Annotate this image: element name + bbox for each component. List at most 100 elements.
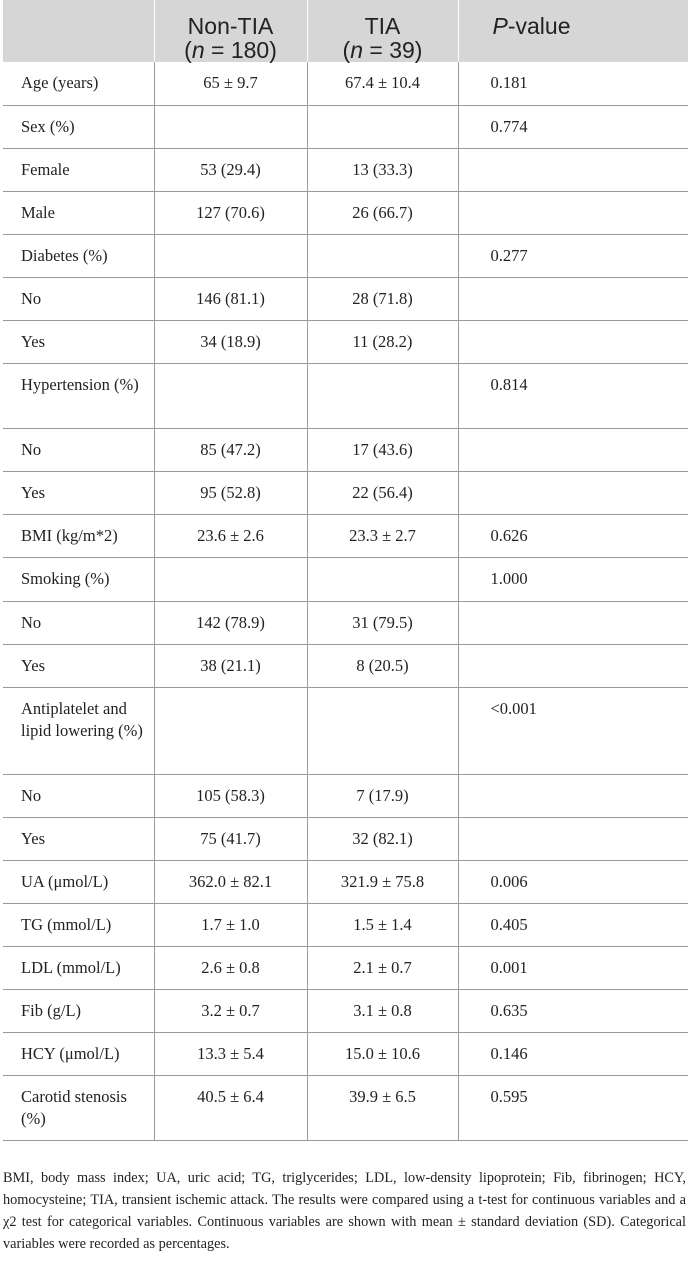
p-value: 0.001: [457, 946, 688, 991]
p-value: 0.146: [457, 1032, 688, 1077]
p-value: [457, 644, 688, 688]
non-tia-value: 38 (21.1): [153, 644, 307, 688]
row-label: Yes: [3, 320, 154, 365]
tia-value: 321.9 ± 75.8: [306, 860, 458, 905]
header-non-tia-n-var: n: [191, 37, 205, 63]
row-label: Fib (g/L): [3, 989, 154, 1034]
non-tia-value: 65 ± 9.7: [153, 62, 307, 106]
row-label: No: [3, 428, 154, 473]
table-row: Diabetes (%) 0.277: [3, 234, 688, 278]
tia-value: 15.0 ± 10.6: [306, 1032, 458, 1077]
non-tia-value: 53 (29.4): [153, 148, 307, 192]
row-label: No: [3, 277, 154, 322]
table-row: Antiplatelet and lipid lowering (%) <0.00…: [3, 687, 688, 775]
p-value: 0.405: [457, 903, 688, 948]
header-tia: TIA (n = 39): [306, 0, 458, 63]
row-label: TG (mmol/L): [3, 903, 154, 948]
non-tia-value: 105 (58.3): [153, 774, 307, 818]
p-value: [457, 817, 688, 861]
row-label: Hypertension (%): [3, 363, 154, 430]
tia-value: 26 (66.7): [306, 191, 458, 235]
row-label: HCY (μmol/L): [3, 1032, 154, 1077]
non-tia-value: 146 (81.1): [153, 277, 307, 322]
tia-value: 32 (82.1): [306, 817, 458, 861]
tia-value: 3.1 ± 0.8: [306, 989, 458, 1034]
p-value: [457, 428, 688, 473]
tia-value: 67.4 ± 10.4: [306, 62, 458, 106]
tia-value: 22 (56.4): [306, 471, 458, 516]
tia-value: [306, 687, 458, 775]
table-row: Male 127 (70.6) 26 (66.7): [3, 191, 688, 235]
non-tia-value: [153, 105, 307, 149]
p-value: 0.814: [457, 363, 688, 430]
table-row: Yes 34 (18.9) 11 (28.2): [3, 320, 688, 365]
non-tia-value: 142 (78.9): [153, 601, 307, 645]
non-tia-value: 85 (47.2): [153, 428, 307, 473]
header-blank-cell: [3, 0, 154, 62]
table-row: BMI (kg/m*2) 23.6 ± 2.6 23.3 ± 2.7 0.626: [3, 514, 688, 559]
row-label: Sex (%): [3, 105, 154, 149]
header-non-tia: Non-TIA (n = 180): [153, 0, 307, 63]
row-label: No: [3, 774, 154, 818]
row-label: Yes: [3, 817, 154, 861]
tia-value: 1.5 ± 1.4: [306, 903, 458, 948]
header-tia-title: TIA: [364, 13, 401, 39]
p-value: 0.595: [457, 1075, 688, 1142]
non-tia-value: 34 (18.9): [153, 320, 307, 365]
p-value: [457, 277, 688, 322]
header-p-var: P: [492, 13, 508, 39]
row-label: Yes: [3, 471, 154, 516]
table-row: LDL (mmol/L) 2.6 ± 0.8 2.1 ± 0.7 0.001: [3, 946, 688, 991]
header-row: Non-TIA (n = 180) TIA (n = 39) P-value: [3, 0, 688, 62]
table-row: Age (years) 65 ± 9.7 67.4 ± 10.4 0.181: [3, 62, 688, 106]
non-tia-value: 1.7 ± 1.0: [153, 903, 307, 948]
non-tia-value: 2.6 ± 0.8: [153, 946, 307, 991]
table-footnote: BMI, body mass index; UA, uric acid; TG,…: [3, 1170, 686, 1252]
tia-value: [306, 105, 458, 149]
tia-value: 23.3 ± 2.7: [306, 514, 458, 559]
row-label: No: [3, 601, 154, 645]
non-tia-value: 362.0 ± 82.1: [153, 860, 307, 905]
row-label: Diabetes (%): [3, 234, 154, 278]
p-value: [457, 148, 688, 192]
row-label: UA (μmol/L): [3, 860, 154, 905]
row-label: Yes: [3, 644, 154, 688]
tia-value: 11 (28.2): [306, 320, 458, 365]
table-row: HCY (μmol/L) 13.3 ± 5.4 15.0 ± 10.6 0.146: [3, 1032, 688, 1077]
table-row: UA (μmol/L) 362.0 ± 82.1 321.9 ± 75.8 0.006: [3, 860, 688, 905]
non-tia-value: [153, 363, 307, 430]
table-row: Carotid stenosis (%) 40.5 ± 6.4 39.9 ± 6.5…: [3, 1075, 688, 1142]
tia-value: [306, 363, 458, 430]
p-value: <0.001: [457, 687, 688, 775]
tia-value: [306, 234, 458, 278]
table-row: No 146 (81.1) 28 (71.8): [3, 277, 688, 322]
row-label: Antiplatelet and lipid lowering (%): [3, 687, 154, 775]
table-body: Age (years) 65 ± 9.7 67.4 ± 10.4 0.181 Sex (…: [3, 62, 688, 1142]
table-row: Yes 95 (52.8) 22 (56.4): [3, 471, 688, 516]
row-label: Carotid stenosis (%): [3, 1075, 154, 1142]
non-tia-value: [153, 557, 307, 602]
tia-value: 28 (71.8): [306, 277, 458, 322]
table-row: No 105 (58.3) 7 (17.9): [3, 774, 688, 818]
non-tia-value: [153, 687, 307, 775]
header-p-rest: -value: [507, 13, 571, 39]
row-label: Male: [3, 191, 154, 235]
p-value: 0.277: [457, 234, 688, 278]
p-value: 0.774: [457, 105, 688, 149]
p-value: 0.626: [457, 514, 688, 559]
characteristics-table: Non-TIA (n = 180) TIA (n = 39) P-value A…: [3, 0, 688, 1142]
p-value: 0.635: [457, 989, 688, 1034]
table-row: Fib (g/L) 3.2 ± 0.7 3.1 ± 0.8 0.635: [3, 989, 688, 1034]
row-label: BMI (kg/m*2): [3, 514, 154, 559]
table-row: Smoking (%) 1.000: [3, 557, 688, 602]
tia-value: 31 (79.5): [306, 601, 458, 645]
row-label: LDL (mmol/L): [3, 946, 154, 991]
p-value: 0.181: [457, 62, 688, 106]
non-tia-value: [153, 234, 307, 278]
header-tia-n-value: = 39): [363, 37, 423, 63]
non-tia-value: 40.5 ± 6.4: [153, 1075, 307, 1142]
table-container: Non-TIA (n = 180) TIA (n = 39) P-value A…: [3, 0, 688, 1142]
tia-value: 39.9 ± 6.5: [306, 1075, 458, 1142]
p-value: 0.006: [457, 860, 688, 905]
row-label: Age (years): [3, 62, 154, 106]
